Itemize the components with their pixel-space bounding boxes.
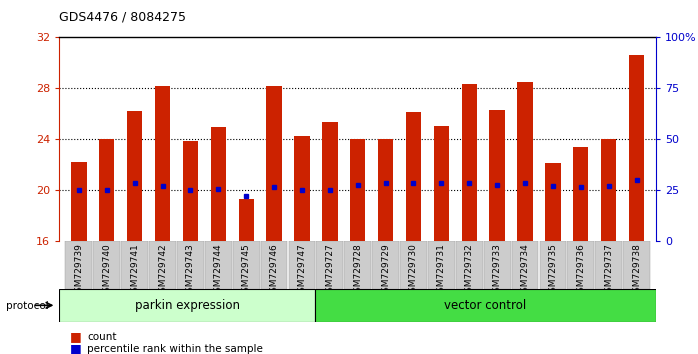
- Bar: [315, 289, 656, 322]
- Bar: [540, 241, 566, 289]
- Bar: [601, 139, 616, 241]
- Bar: [99, 139, 114, 241]
- Bar: [267, 86, 282, 241]
- Text: GSM729735: GSM729735: [549, 243, 558, 298]
- Bar: [623, 241, 650, 289]
- Text: GSM729736: GSM729736: [577, 243, 586, 298]
- Text: GSM729732: GSM729732: [465, 243, 474, 298]
- Bar: [260, 241, 288, 289]
- Bar: [629, 55, 644, 241]
- Text: GSM729733: GSM729733: [493, 243, 502, 298]
- Text: GDS4476 / 8084275: GDS4476 / 8084275: [59, 10, 186, 23]
- Text: GSM729729: GSM729729: [381, 243, 390, 298]
- Bar: [155, 86, 170, 241]
- Text: GSM729730: GSM729730: [409, 243, 418, 298]
- Text: GSM729741: GSM729741: [130, 243, 139, 298]
- Text: ■: ■: [70, 342, 82, 354]
- Bar: [322, 122, 338, 241]
- Text: GSM729746: GSM729746: [269, 243, 279, 298]
- Text: GSM729737: GSM729737: [604, 243, 614, 298]
- Text: percentile rank within the sample: percentile rank within the sample: [87, 344, 263, 354]
- Bar: [239, 199, 254, 241]
- Bar: [288, 241, 315, 289]
- Bar: [400, 241, 427, 289]
- Bar: [489, 110, 505, 241]
- Bar: [517, 82, 533, 241]
- Bar: [573, 147, 588, 241]
- Bar: [433, 126, 449, 241]
- Text: GSM729744: GSM729744: [214, 243, 223, 298]
- Bar: [121, 241, 148, 289]
- Text: GSM729747: GSM729747: [297, 243, 306, 298]
- Text: GSM729731: GSM729731: [437, 243, 446, 298]
- Bar: [428, 241, 455, 289]
- Text: vector control: vector control: [445, 299, 527, 312]
- Bar: [378, 139, 393, 241]
- Text: parkin expression: parkin expression: [135, 299, 239, 312]
- Bar: [295, 136, 310, 241]
- Bar: [545, 163, 560, 241]
- Bar: [59, 289, 315, 322]
- Bar: [456, 241, 482, 289]
- Bar: [372, 241, 399, 289]
- Bar: [211, 127, 226, 241]
- Text: GSM729740: GSM729740: [102, 243, 111, 298]
- Bar: [461, 84, 477, 241]
- Bar: [71, 162, 87, 241]
- Bar: [183, 142, 198, 241]
- Bar: [205, 241, 232, 289]
- Bar: [406, 112, 421, 241]
- Bar: [94, 241, 120, 289]
- Text: GSM729745: GSM729745: [242, 243, 251, 298]
- Text: GSM729739: GSM729739: [75, 243, 83, 298]
- Bar: [149, 241, 176, 289]
- Text: GSM729727: GSM729727: [325, 243, 334, 298]
- Text: GSM729743: GSM729743: [186, 243, 195, 298]
- Bar: [350, 139, 365, 241]
- Bar: [595, 241, 622, 289]
- Bar: [316, 241, 343, 289]
- Bar: [66, 241, 92, 289]
- Bar: [177, 241, 204, 289]
- Text: GSM729734: GSM729734: [521, 243, 530, 298]
- Text: GSM729738: GSM729738: [632, 243, 641, 298]
- Bar: [512, 241, 538, 289]
- Text: GSM729728: GSM729728: [353, 243, 362, 298]
- Text: protocol: protocol: [6, 301, 48, 310]
- Text: ■: ■: [70, 331, 82, 343]
- Bar: [127, 111, 142, 241]
- Bar: [233, 241, 260, 289]
- Text: count: count: [87, 332, 117, 342]
- Bar: [567, 241, 594, 289]
- Bar: [344, 241, 371, 289]
- Text: GSM729742: GSM729742: [158, 243, 167, 298]
- Bar: [484, 241, 510, 289]
